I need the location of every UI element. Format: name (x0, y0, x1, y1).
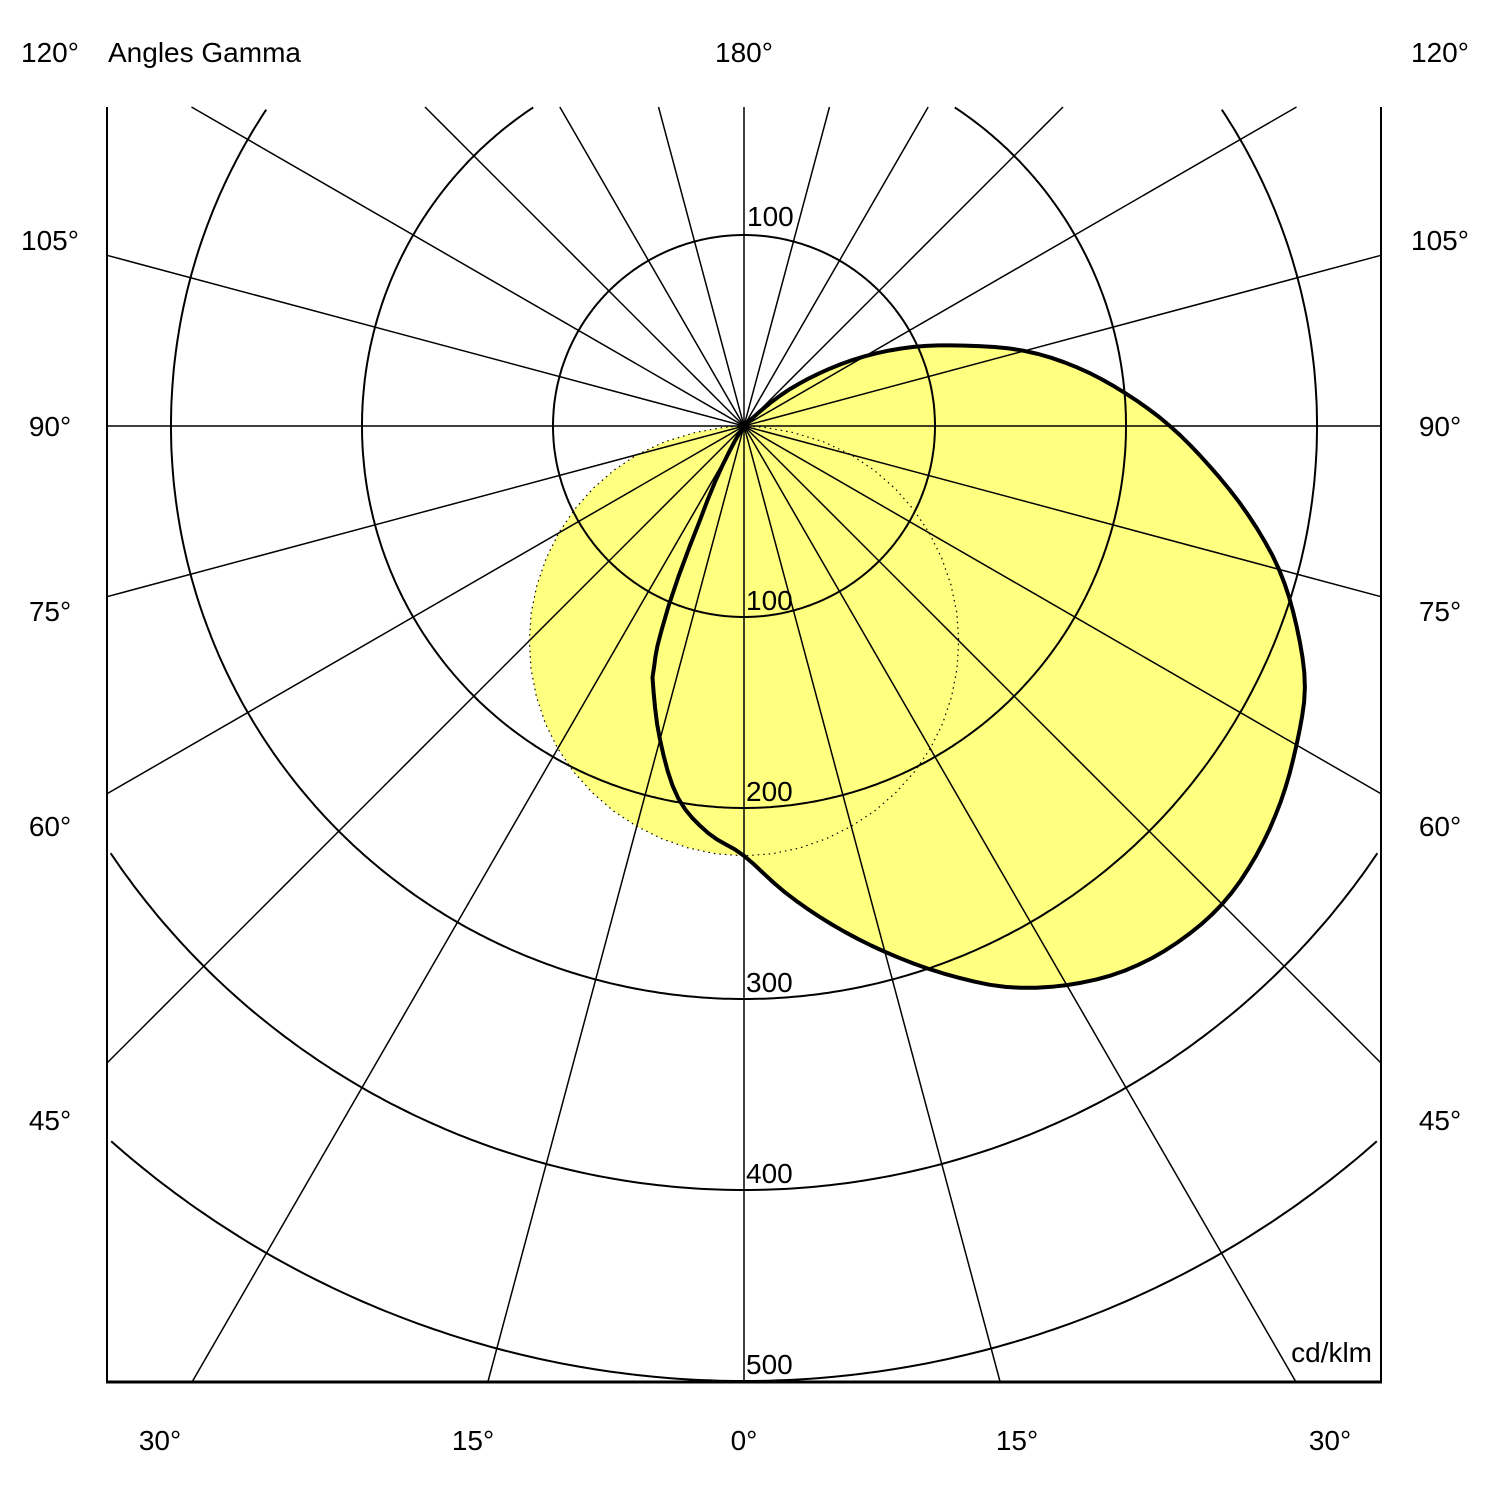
angle-label-left: 60° (29, 811, 71, 842)
angle-label-bottom: 15° (452, 1425, 494, 1456)
angle-label-bottom: 0° (731, 1425, 758, 1456)
grid-ray-15 (657, 106, 1001, 1383)
grid-ray-150 (191, 106, 929, 1383)
grid-ray-30 (559, 106, 1297, 1383)
radial-label-top: 100 (747, 201, 794, 232)
grid-ray-60 (191, 106, 1382, 795)
series-fill-1 (652, 345, 1305, 988)
angle-label-right: 75° (1419, 596, 1461, 627)
angle-label-right: 90° (1419, 411, 1461, 442)
radial-label-500: 500 (746, 1349, 793, 1380)
angle-label-left: 105° (21, 225, 79, 256)
grid-circle-400 (109, 852, 1379, 1191)
angle-label-bottom: 30° (139, 1425, 181, 1456)
radial-label-100: 100 (746, 585, 793, 616)
radial-label-400: 400 (746, 1158, 793, 1189)
grid-ray-165 (487, 106, 831, 1383)
angle-label-right: 105° (1411, 225, 1469, 256)
angle-label-left: 120° (21, 37, 79, 68)
grid-circle-200 (361, 106, 1127, 809)
angle-label-left: 90° (29, 411, 71, 442)
grid-ray-135 (106, 106, 1064, 1064)
angle-label-right: 60° (1419, 811, 1461, 842)
unit-label: cd/klm (1291, 1337, 1372, 1368)
grid-circle-300 (170, 109, 1318, 1000)
angle-label-right: 45° (1419, 1105, 1461, 1136)
radial-label-300: 300 (746, 967, 793, 998)
chart-title: Angles Gamma (108, 37, 301, 68)
angle-label-left: 45° (29, 1105, 71, 1136)
radial-label-200: 200 (746, 776, 793, 807)
angle-label-top: 180° (715, 37, 773, 68)
angle-label-left: 75° (29, 596, 71, 627)
angle-label-bottom: 30° (1309, 1425, 1351, 1456)
series-curve-bold (650, 343, 1307, 990)
angle-label-bottom: 15° (996, 1425, 1038, 1456)
grid-circle-500 (110, 1140, 1378, 1382)
angle-label-right: 120° (1411, 37, 1469, 68)
grid-ray-120 (106, 106, 1297, 795)
